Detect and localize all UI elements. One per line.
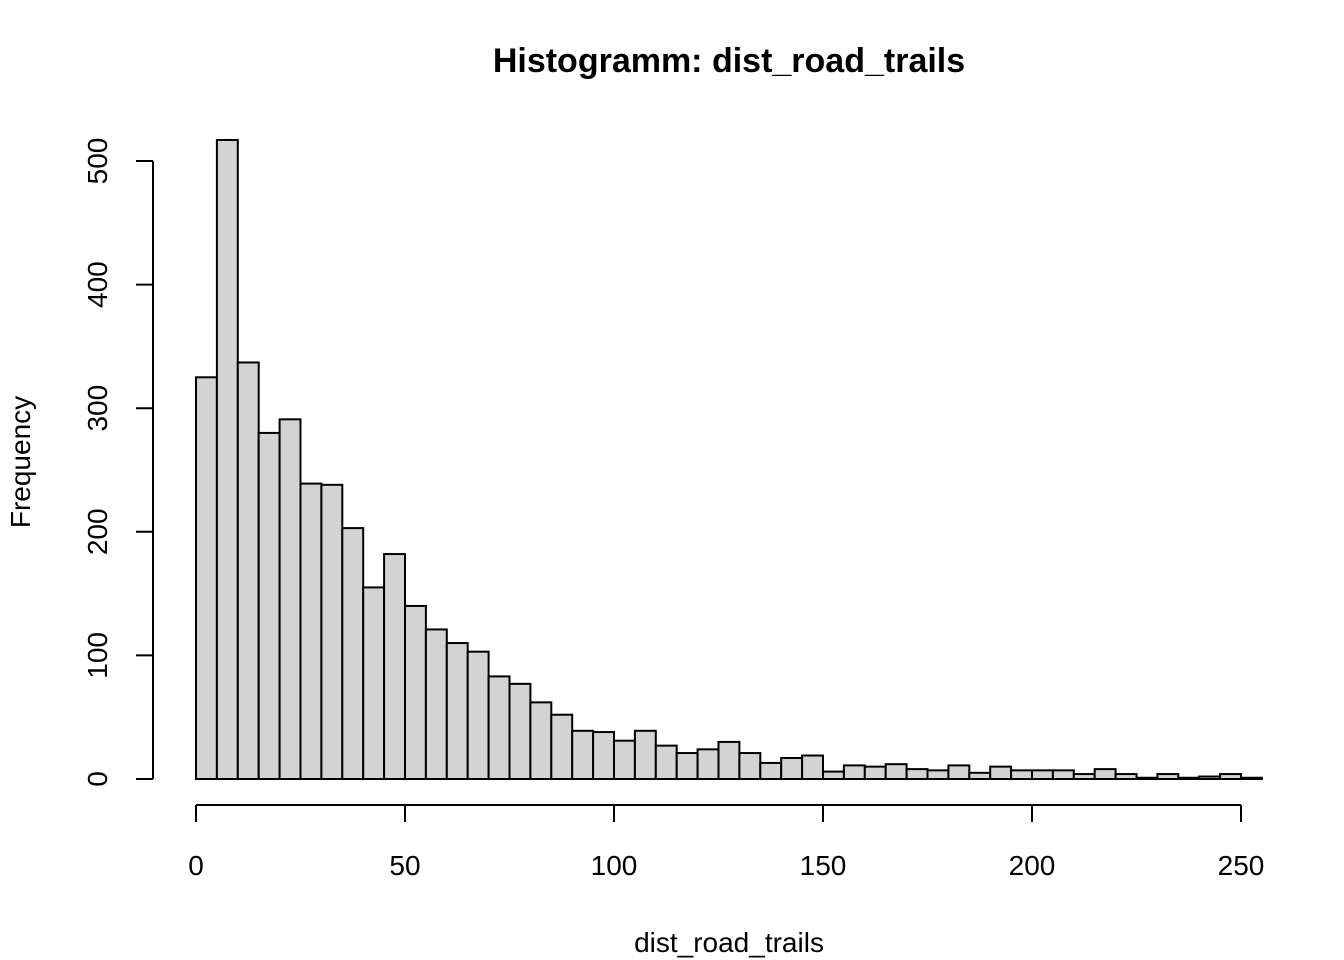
histogram-bar	[445, 642, 469, 780]
histogram-bar	[571, 729, 595, 781]
histogram-bar	[1156, 773, 1180, 781]
histogram-bar	[529, 701, 553, 780]
histogram-bar	[550, 713, 574, 781]
histogram-bar	[215, 138, 239, 781]
bars-group	[195, 138, 1263, 781]
y-tick-label: 100	[82, 632, 113, 679]
y-tick-label: 0	[82, 771, 113, 787]
histogram-bar	[1093, 768, 1117, 780]
histogram-bar	[195, 376, 218, 780]
histogram-bar	[1219, 773, 1242, 781]
histogram-bar	[1072, 773, 1096, 781]
y-tick-label: 500	[82, 138, 113, 185]
x-tick-label: 0	[188, 850, 204, 881]
histogram-bar	[424, 628, 448, 780]
x-axis-label: dist_road_trails	[634, 927, 824, 958]
histogram-bar	[592, 731, 615, 780]
histogram-bar	[1240, 776, 1263, 780]
histogram-bar	[1198, 775, 1222, 781]
histogram-bar	[278, 418, 302, 780]
histogram-bar	[842, 764, 866, 780]
histogram-bar	[989, 765, 1013, 781]
histogram-bar	[926, 769, 950, 781]
histogram-bar	[905, 768, 929, 780]
histogram-bar	[780, 756, 804, 780]
x-tick-label: 100	[591, 850, 638, 881]
histogram-bar	[1135, 776, 1159, 780]
histogram-bar	[1051, 769, 1075, 781]
histogram-bar	[299, 482, 323, 780]
histogram-bar	[675, 752, 699, 781]
histogram-bar	[863, 765, 887, 781]
histogram-bar	[383, 553, 407, 780]
y-axis-label: Frequency	[5, 396, 36, 528]
histogram-bar	[404, 604, 427, 781]
histogram-bar	[466, 650, 490, 781]
histogram-bar	[487, 675, 511, 780]
y-tick-label: 300	[82, 385, 113, 432]
histogram-bar	[822, 770, 845, 780]
histogram-bar	[633, 729, 657, 781]
histogram-bar	[801, 754, 824, 780]
x-tick-label: 50	[389, 850, 420, 881]
x-tick-label: 250	[1218, 850, 1265, 881]
histogram-bar	[362, 586, 386, 780]
histogram-bar	[759, 761, 783, 781]
histogram-bar	[717, 740, 741, 780]
histogram-bar	[654, 744, 678, 780]
x-tick-label: 150	[800, 850, 847, 881]
histogram-bar	[1010, 769, 1033, 781]
x-axis: 0 50 100 150 200 250	[188, 804, 1265, 881]
histogram-bar	[738, 752, 762, 781]
histogram-bar	[341, 527, 365, 780]
histogram-bar	[947, 764, 971, 780]
histogram-bar	[508, 682, 532, 780]
histogram-bar	[613, 739, 636, 781]
histogram-bar	[696, 748, 720, 780]
y-tick-label: 400	[82, 261, 113, 308]
histogram-bar	[1031, 769, 1054, 781]
chart-title: Histogramm: dist_road_trails	[493, 42, 965, 80]
histogram-bar	[1177, 776, 1201, 780]
y-axis: 0 100 200 300 400 500	[82, 138, 154, 787]
histogram-bar	[236, 361, 260, 780]
histogram-bar	[968, 771, 992, 781]
histogram-bar	[1114, 773, 1138, 781]
histogram-bar	[884, 763, 908, 781]
y-tick-label: 200	[82, 508, 113, 555]
x-tick-label: 200	[1009, 850, 1056, 881]
histogram-bar	[257, 431, 281, 780]
histogram-bar	[320, 483, 344, 780]
